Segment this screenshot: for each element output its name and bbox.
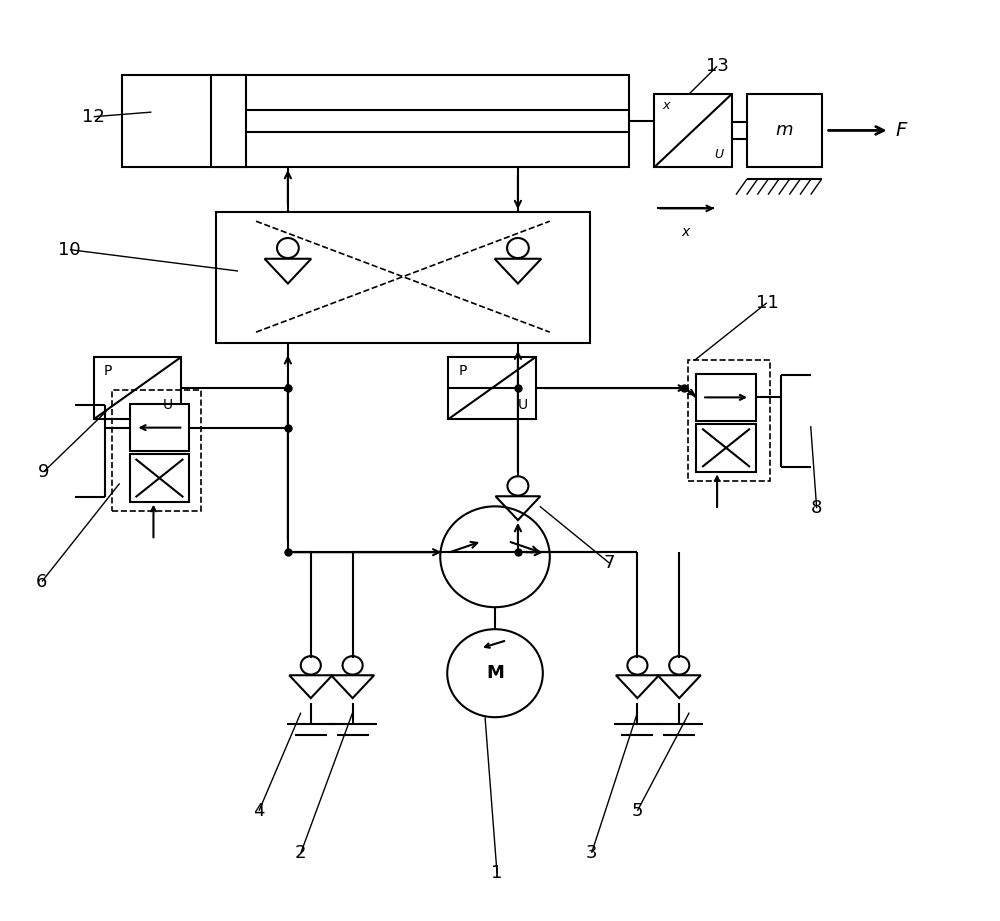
Bar — [122, 76, 629, 167]
Bar — [696, 424, 756, 472]
Bar — [448, 357, 536, 419]
Text: 8: 8 — [811, 499, 822, 518]
Bar — [112, 390, 201, 511]
Text: 1: 1 — [491, 864, 503, 882]
Bar — [130, 404, 189, 451]
Bar — [654, 94, 732, 167]
Text: 2: 2 — [295, 844, 307, 862]
Text: 4: 4 — [253, 801, 265, 820]
Bar — [211, 76, 246, 167]
Text: $\it{m}$: $\it{m}$ — [775, 122, 793, 139]
Bar — [747, 94, 822, 167]
Text: 9: 9 — [38, 462, 50, 481]
Text: 3: 3 — [586, 844, 597, 862]
Text: 6: 6 — [36, 573, 48, 590]
Bar — [130, 454, 189, 502]
Text: $\it{x}$: $\it{x}$ — [662, 99, 672, 112]
Text: U: U — [163, 398, 173, 412]
Text: $\it{U}$: $\it{U}$ — [714, 147, 725, 160]
Text: M: M — [486, 664, 504, 682]
Bar — [688, 359, 770, 481]
Text: P: P — [458, 364, 467, 379]
Text: 12: 12 — [82, 108, 105, 125]
Bar — [94, 357, 181, 419]
Bar — [696, 374, 756, 421]
Text: 5: 5 — [632, 801, 643, 820]
Text: 13: 13 — [706, 57, 729, 76]
Text: P: P — [104, 364, 112, 379]
Text: 11: 11 — [756, 294, 778, 312]
Text: 10: 10 — [58, 240, 81, 259]
Bar — [216, 212, 590, 344]
Text: $\it{F}$: $\it{F}$ — [895, 121, 909, 140]
Text: $\it{x}$: $\it{x}$ — [681, 225, 692, 239]
Text: 7: 7 — [604, 554, 615, 572]
Text: U: U — [518, 398, 528, 412]
